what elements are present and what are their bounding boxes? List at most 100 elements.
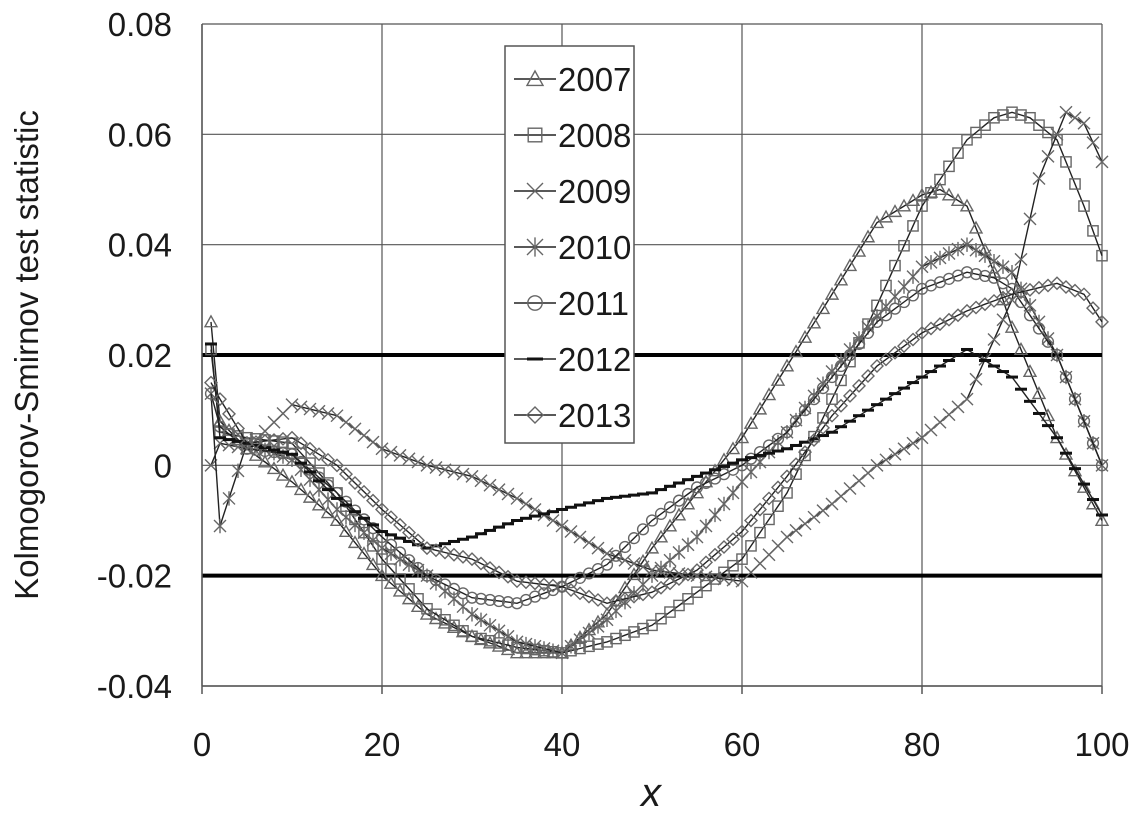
- diamond-marker: [897, 339, 911, 354]
- diamond-marker: [681, 567, 695, 582]
- circle-marker: [897, 295, 911, 309]
- star-marker: [546, 643, 560, 658]
- square-marker: [664, 606, 676, 618]
- diamond-marker: [924, 321, 938, 336]
- series-2013: [204, 276, 1109, 611]
- star-marker: [663, 553, 677, 568]
- x-marker: [1023, 212, 1037, 226]
- x-marker: [573, 530, 587, 544]
- legend-item-2008: 2008: [514, 117, 631, 154]
- diamond-marker: [510, 574, 524, 589]
- circle-marker: [960, 266, 974, 279]
- x-marker: [1014, 252, 1028, 266]
- diamond-marker: [780, 469, 794, 484]
- legend-label: 2013: [558, 397, 631, 434]
- diamond-marker: [708, 547, 722, 562]
- star-marker: [708, 507, 722, 523]
- circle-marker: [483, 593, 497, 607]
- legend-item-2012: 2012: [514, 341, 631, 378]
- star-marker: [1005, 265, 1019, 280]
- triangle-marker: [203, 314, 219, 328]
- triangle-marker: [320, 505, 336, 519]
- legend-label: 2008: [558, 117, 631, 154]
- circle-marker: [402, 554, 416, 567]
- triangle-marker: [302, 489, 318, 503]
- circle-marker: [681, 487, 695, 501]
- circle-marker: [843, 348, 857, 362]
- diamond-marker: [519, 575, 533, 590]
- circle-marker: [852, 337, 866, 351]
- star-marker: [465, 607, 479, 622]
- diamond-marker: [582, 589, 596, 604]
- circle-marker: [888, 302, 902, 315]
- legend-item-2009: 2009: [514, 173, 631, 210]
- x-marker: [393, 448, 407, 462]
- square-marker: [745, 540, 757, 552]
- diamond-marker: [375, 502, 389, 517]
- square-marker: [610, 632, 622, 645]
- triangle-marker: [833, 272, 849, 286]
- square-marker: [889, 259, 901, 272]
- diamond-marker: [465, 552, 479, 567]
- x-marker: [1041, 149, 1055, 163]
- circle-marker: [816, 382, 830, 395]
- square-marker: [781, 487, 793, 499]
- star-marker: [717, 496, 731, 512]
- legend-label: 2009: [558, 173, 631, 210]
- triangle-marker: [284, 474, 300, 488]
- diamond-marker: [555, 579, 569, 594]
- triangle-marker: [815, 301, 831, 315]
- diamond-marker: [429, 543, 443, 558]
- legend-label: 2010: [558, 229, 631, 266]
- circle-marker: [1068, 393, 1082, 406]
- diamond-marker: [501, 569, 515, 584]
- diamond-marker: [1068, 283, 1082, 298]
- triangle-marker: [500, 642, 516, 656]
- x-axis-label: x: [639, 771, 663, 813]
- square-marker: [1060, 156, 1072, 168]
- diamond-marker: [348, 475, 362, 490]
- x-marker: [852, 474, 866, 488]
- diamond-marker: [526, 406, 544, 424]
- x-marker: [357, 429, 371, 443]
- circle-marker: [465, 591, 479, 604]
- series-2012: [205, 342, 1108, 550]
- circle-marker: [663, 501, 677, 514]
- star-marker: [1041, 331, 1055, 346]
- x-marker: [312, 404, 326, 418]
- x-tick-label: 20: [364, 726, 401, 763]
- diamond-marker: [645, 585, 659, 600]
- star-marker: [510, 634, 524, 650]
- x-marker: [519, 497, 533, 511]
- x-marker: [789, 523, 803, 537]
- x-marker: [807, 510, 821, 524]
- triangle-marker: [761, 387, 777, 401]
- triangle-marker: [527, 645, 543, 659]
- diamond-marker: [303, 441, 317, 456]
- square-marker: [880, 279, 892, 292]
- x-marker: [888, 447, 902, 461]
- triangle-marker: [914, 187, 930, 201]
- square-marker: [970, 126, 982, 139]
- diamond-marker: [456, 549, 470, 564]
- star-marker: [222, 491, 236, 506]
- star-marker: [582, 625, 596, 641]
- diamond-marker: [753, 502, 767, 517]
- diamond-marker: [852, 378, 866, 393]
- x-tick-labels: 0 20 40 60 80 100: [193, 726, 1130, 763]
- triangle-marker: [455, 624, 471, 638]
- circle-marker: [780, 426, 794, 439]
- x-marker: [348, 422, 362, 436]
- x-marker: [1032, 171, 1046, 185]
- triangle-marker: [725, 441, 741, 455]
- star-marker: [526, 237, 544, 257]
- y-tick-label: 0.04: [108, 227, 172, 264]
- x-marker: [447, 465, 461, 479]
- x-marker: [1059, 105, 1073, 119]
- circle-marker: [636, 523, 650, 536]
- diamond-marker: [663, 576, 677, 591]
- square-marker: [673, 599, 685, 612]
- square-marker: [988, 111, 1000, 124]
- triangle-marker: [779, 358, 795, 372]
- x-marker: [591, 541, 605, 555]
